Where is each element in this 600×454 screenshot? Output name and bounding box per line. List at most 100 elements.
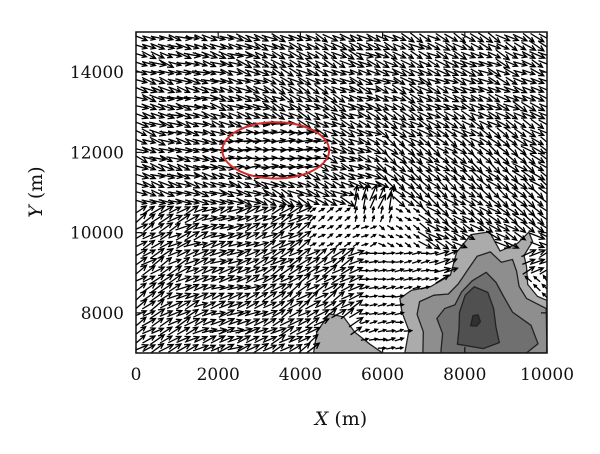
wind-vector [357, 84, 373, 95]
wind-vector [469, 33, 485, 43]
wind-vector [495, 204, 511, 216]
wind-vector [410, 162, 424, 172]
wind-vector [281, 188, 294, 198]
wind-vector [512, 52, 529, 59]
wind-vector [201, 34, 218, 42]
wind-vector [288, 318, 304, 327]
wind-vector [176, 335, 192, 344]
wind-vector [369, 241, 378, 248]
wind-vector [175, 50, 193, 60]
wind-vector [176, 249, 192, 258]
wind-vector [401, 179, 416, 190]
wind-vector [167, 343, 183, 353]
wind-vector [460, 51, 477, 59]
wind-vector [479, 41, 493, 51]
wind-vector [426, 119, 442, 129]
wind-vector [470, 42, 484, 51]
wind-vector [297, 336, 312, 343]
wind-vector [496, 127, 510, 139]
wind-vector [245, 34, 261, 42]
wind-vector [192, 85, 210, 94]
wind-vector [512, 85, 528, 94]
wind-vector [369, 251, 379, 256]
wind-vector [386, 251, 396, 255]
wind-vector [211, 206, 226, 214]
wind-vector [538, 93, 547, 103]
wind-vector [159, 222, 174, 233]
wind-vector [461, 136, 476, 147]
wind-vector [136, 256, 148, 266]
wind-vector [386, 302, 396, 307]
wind-vector [167, 43, 184, 50]
wind-vector [219, 86, 235, 93]
wind-vector [349, 155, 364, 162]
wind-vector [209, 60, 227, 68]
wind-vector [505, 76, 519, 86]
wind-vector [271, 275, 286, 284]
wind-vector [512, 136, 529, 147]
wind-vector [522, 258, 537, 266]
wind-vector [400, 110, 417, 121]
wind-vector [461, 169, 476, 182]
wind-vector [142, 232, 157, 240]
wind-vector [531, 196, 545, 207]
wind-vector [522, 118, 536, 130]
wind-vector [305, 103, 322, 111]
wind-vector [236, 335, 252, 344]
wind-vector [386, 242, 395, 248]
wind-vector [371, 214, 376, 222]
wind-vector [445, 240, 458, 250]
wind-vector [420, 259, 431, 264]
wind-vector [344, 215, 351, 222]
wind-vector [306, 93, 321, 103]
wind-vector [262, 291, 278, 302]
wind-vector [360, 303, 370, 307]
wind-vector [462, 41, 475, 52]
highlight-ellipse [221, 121, 331, 180]
wind-vector [167, 214, 184, 223]
wind-vector [383, 95, 399, 102]
wind-vector [306, 42, 321, 50]
wind-vector [271, 84, 287, 95]
wind-vector [377, 346, 388, 351]
wind-vector [529, 232, 546, 241]
wind-vector [395, 285, 405, 290]
wind-vector [175, 102, 193, 111]
wind-vector [538, 241, 547, 246]
wind-vector [460, 86, 478, 94]
wind-vector [429, 268, 440, 273]
wind-vector [296, 94, 313, 103]
wind-vector [417, 231, 434, 242]
wind-vector [289, 291, 303, 301]
wind-vector [412, 216, 421, 221]
wind-vector [513, 112, 528, 119]
wind-vector [288, 300, 304, 310]
wind-vector [332, 282, 346, 293]
wind-vector [184, 335, 201, 343]
wind-vector [227, 335, 244, 343]
wind-vector [227, 258, 244, 265]
wind-vector [210, 335, 227, 344]
wind-vector [530, 162, 545, 172]
wind-vector [142, 344, 157, 353]
wind-vector [488, 76, 501, 86]
wind-vector [462, 144, 475, 156]
wind-vector [193, 284, 209, 292]
wind-vector [167, 180, 183, 189]
wind-vector [401, 86, 416, 93]
wind-vector [297, 110, 312, 121]
wind-vector [340, 162, 355, 172]
wind-vector [512, 196, 528, 207]
wind-vector [462, 222, 475, 233]
wind-vector [349, 42, 364, 51]
wind-vector [237, 310, 252, 317]
wind-vector [410, 128, 424, 137]
wind-vector [521, 249, 537, 258]
wind-vector [237, 292, 252, 300]
wind-vector [201, 171, 218, 180]
wind-vector [306, 84, 320, 95]
wind-vector [394, 276, 405, 281]
wind-vector [159, 310, 174, 317]
wind-vector [288, 232, 304, 240]
wind-vector [427, 163, 441, 172]
